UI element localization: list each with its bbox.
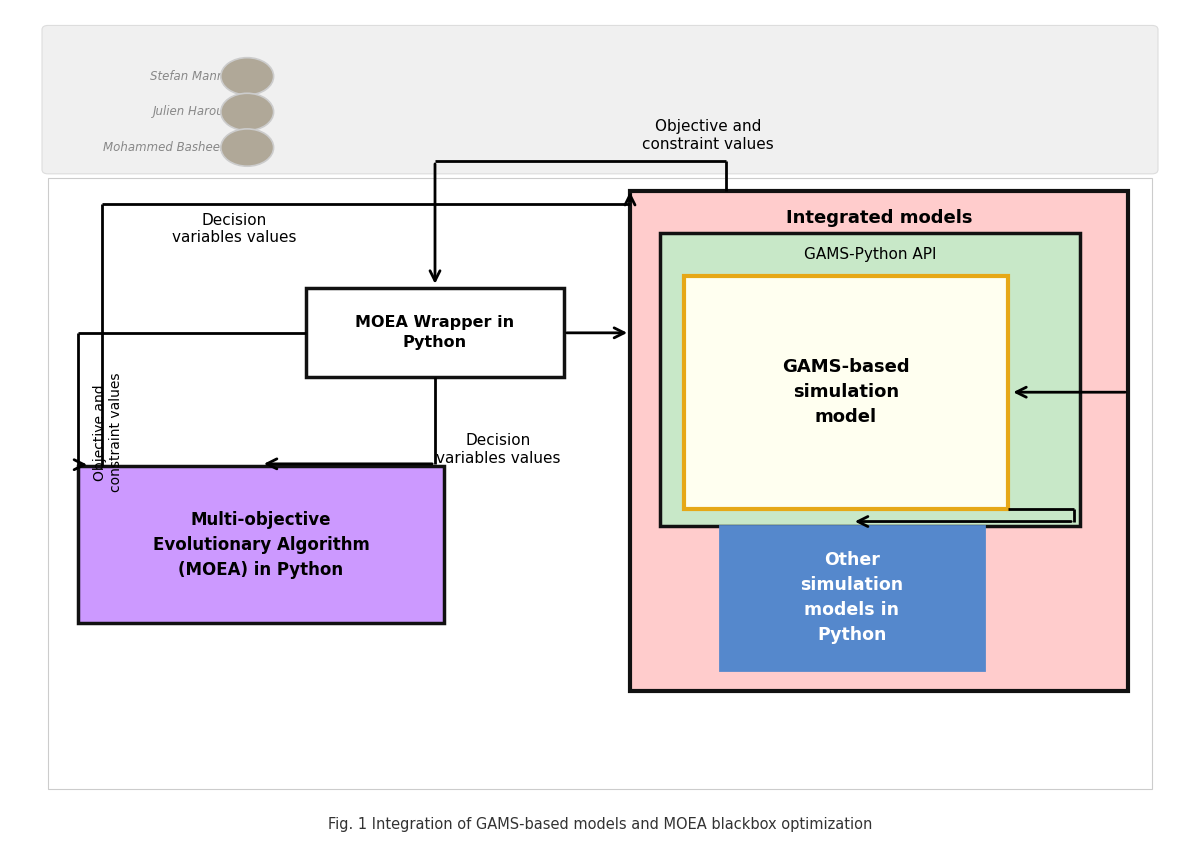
Circle shape xyxy=(221,93,274,131)
FancyBboxPatch shape xyxy=(78,466,444,623)
Circle shape xyxy=(221,129,274,166)
FancyBboxPatch shape xyxy=(42,25,1158,174)
FancyBboxPatch shape xyxy=(306,288,564,377)
Text: Decision
variables values: Decision variables values xyxy=(172,213,296,245)
FancyBboxPatch shape xyxy=(684,276,1008,509)
Text: Fig. 1 Integration of GAMS-based models and MOEA blackbox optimization: Fig. 1 Integration of GAMS-based models … xyxy=(328,817,872,832)
Text: GAMS-based
simulation
model: GAMS-based simulation model xyxy=(782,358,910,427)
Text: Mohammed Basheer: Mohammed Basheer xyxy=(102,141,224,154)
Text: Other
simulation
models in
Python: Other simulation models in Python xyxy=(800,551,904,644)
FancyBboxPatch shape xyxy=(48,178,1152,789)
Text: Objective and
constraint values: Objective and constraint values xyxy=(642,120,774,152)
Text: Stefan Mann: Stefan Mann xyxy=(150,70,224,83)
Text: Integrated models: Integrated models xyxy=(786,209,972,227)
Text: GAMS-Python API: GAMS-Python API xyxy=(804,247,936,262)
Text: Julien Harou: Julien Harou xyxy=(152,105,224,119)
Circle shape xyxy=(221,58,274,95)
Text: Multi-objective
Evolutionary Algorithm
(MOEA) in Python: Multi-objective Evolutionary Algorithm (… xyxy=(152,510,370,579)
FancyBboxPatch shape xyxy=(660,233,1080,526)
FancyBboxPatch shape xyxy=(720,526,984,670)
Text: MOEA Wrapper in
Python: MOEA Wrapper in Python xyxy=(355,315,515,350)
Text: Objective and
constraint values: Objective and constraint values xyxy=(92,373,124,492)
FancyBboxPatch shape xyxy=(630,191,1128,691)
Text: Decision
variables values: Decision variables values xyxy=(436,433,560,466)
